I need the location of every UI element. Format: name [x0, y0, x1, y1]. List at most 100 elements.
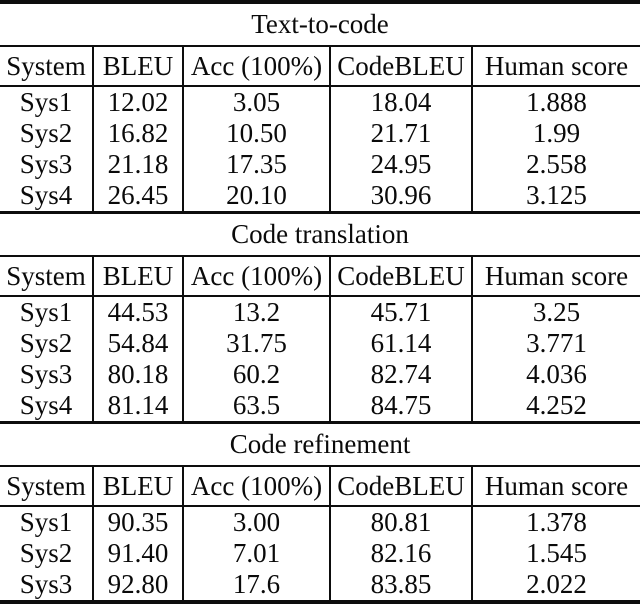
table-cell: 54.84: [92, 328, 183, 359]
table-title-row: Text-to-code: [0, 4, 640, 47]
table-row: Sys2 91.40 7.01 82.16 1.545: [0, 538, 640, 569]
column-header: CodeBLEU: [329, 466, 472, 507]
table-cell: 1.378: [470, 506, 640, 538]
table-cell: 30.96: [329, 180, 472, 211]
table-title-row: Code translation: [0, 214, 640, 257]
column-header: Acc (100%): [182, 466, 330, 507]
table-cell: 61.14: [329, 328, 472, 359]
table-cell: 45.71: [329, 296, 472, 328]
table-cell: Sys2: [19, 328, 73, 358]
table-cell: 26.45: [92, 180, 183, 211]
table-cell: 16.82: [92, 118, 183, 149]
table-cell: 84.75: [329, 390, 472, 421]
table-cell: 4.036: [470, 359, 640, 390]
section-text-to-code: Text-to-code System BLEU Acc (100%) CodeBLE…: [0, 4, 640, 211]
table-cell: 7.01: [182, 538, 330, 569]
table-cell: 13.2: [182, 296, 330, 328]
column-header: Human score: [470, 466, 640, 507]
column-header: Human score: [470, 256, 640, 297]
table-cell: 80.18: [92, 359, 183, 390]
table-cell: 21.18: [92, 149, 183, 180]
table-cell: Sys2: [19, 118, 73, 148]
table-cell: Sys3: [19, 149, 73, 179]
table-cell: 18.04: [329, 86, 472, 118]
table-cell: 21.71: [329, 118, 472, 149]
section-code-translation: Code translation System BLEU Acc (100%) Cod…: [0, 214, 640, 421]
column-header: System: [0, 256, 93, 297]
table-row: Sys4 26.45 20.10 30.96 3.125: [0, 180, 640, 211]
table-cell: Sys3: [19, 359, 73, 389]
separator-rule: [0, 421, 640, 424]
table-cell: 3.771: [470, 328, 640, 359]
table-cell: 1.99: [470, 118, 640, 149]
table-row: Sys2 16.82 10.50 21.71 1.99: [0, 118, 640, 149]
table-cell: 81.14: [92, 390, 183, 421]
table-cell: 24.95: [329, 149, 472, 180]
table-text-to-code: Text-to-code System BLEU Acc (100%) CodeBLE…: [0, 4, 640, 211]
table-cell: 17.6: [182, 569, 330, 600]
table-code-translation: Code translation System BLEU Acc (100%) Cod…: [0, 214, 640, 421]
table-cell: 80.81: [329, 506, 472, 538]
top-rule: [0, 0, 640, 4]
table-cell: 63.5: [182, 390, 330, 421]
table-header-row: System BLEU Acc (100%) CodeBLEU Human score: [0, 256, 640, 297]
column-header: System: [0, 46, 93, 87]
table-cell: 2.558: [470, 149, 640, 180]
table-cell: 17.35: [182, 149, 330, 180]
column-header: BLEU: [92, 256, 183, 297]
table-cell: 2.022: [470, 569, 640, 600]
column-header: BLEU: [92, 46, 183, 87]
table-row: Sys1 12.02 3.05 18.04 1.888: [0, 86, 640, 118]
table-cell: 92.80: [92, 569, 183, 600]
table-cell: 1.545: [470, 538, 640, 569]
table-header-row: System BLEU Acc (100%) CodeBLEU Human score: [0, 466, 640, 507]
table-row: Sys1 44.53 13.2 45.71 3.25: [0, 296, 640, 328]
table-cell: Sys1: [19, 507, 73, 537]
table-cell: Sys1: [19, 87, 73, 117]
table-cell: 60.2: [182, 359, 330, 390]
table-cell: Sys4: [19, 180, 73, 210]
table-cell: 31.75: [182, 328, 330, 359]
table-cell: 82.16: [329, 538, 472, 569]
table-cell: 91.40: [92, 538, 183, 569]
bottom-rule: [0, 600, 640, 604]
section-code-refinement: Code refinement System BLEU Acc (100%) Code…: [0, 424, 640, 600]
column-header: CodeBLEU: [329, 256, 472, 297]
table-cell: 3.00: [182, 506, 330, 538]
table-cell: 10.50: [182, 118, 330, 149]
table-cell: 3.25: [470, 296, 640, 328]
table-cell: 12.02: [92, 86, 183, 118]
table-cell: Sys2: [19, 538, 73, 568]
column-header: Acc (100%): [182, 46, 330, 87]
column-header: Acc (100%): [182, 256, 330, 297]
table-cell: Sys3: [19, 569, 73, 599]
table-cell: 20.10: [182, 180, 330, 211]
table-title: Code refinement: [0, 424, 640, 467]
column-header: BLEU: [92, 466, 183, 507]
table-code-refinement: Code refinement System BLEU Acc (100%) Code…: [0, 424, 640, 600]
table-title: Code translation: [0, 214, 640, 257]
table-header-row: System BLEU Acc (100%) CodeBLEU Human score: [0, 46, 640, 87]
column-header: System: [0, 466, 93, 507]
separator-rule: [0, 211, 640, 214]
table-cell: Sys4: [19, 390, 73, 420]
column-header: Human score: [470, 46, 640, 87]
table-cell: 3.05: [182, 86, 330, 118]
table-cell: 4.252: [470, 390, 640, 421]
table-cell: 82.74: [329, 359, 472, 390]
table-cell: 83.85: [329, 569, 472, 600]
table-title: Text-to-code: [0, 4, 640, 47]
table-row: Sys1 90.35 3.00 80.81 1.378: [0, 506, 640, 538]
table-cell: 90.35: [92, 506, 183, 538]
table-cell: Sys1: [19, 297, 73, 327]
table-row: Sys3 80.18 60.2 82.74 4.036: [0, 359, 640, 390]
table-cell: 3.125: [470, 180, 640, 211]
table-row: Sys2 54.84 31.75 61.14 3.771: [0, 328, 640, 359]
table-cell: 44.53: [92, 296, 183, 328]
table-title-row: Code refinement: [0, 424, 640, 467]
table-row: Sys3 21.18 17.35 24.95 2.558: [0, 149, 640, 180]
table-cell: 1.888: [470, 86, 640, 118]
table-row: Sys3 92.80 17.6 83.85 2.022: [0, 569, 640, 600]
table-row: Sys4 81.14 63.5 84.75 4.252: [0, 390, 640, 421]
